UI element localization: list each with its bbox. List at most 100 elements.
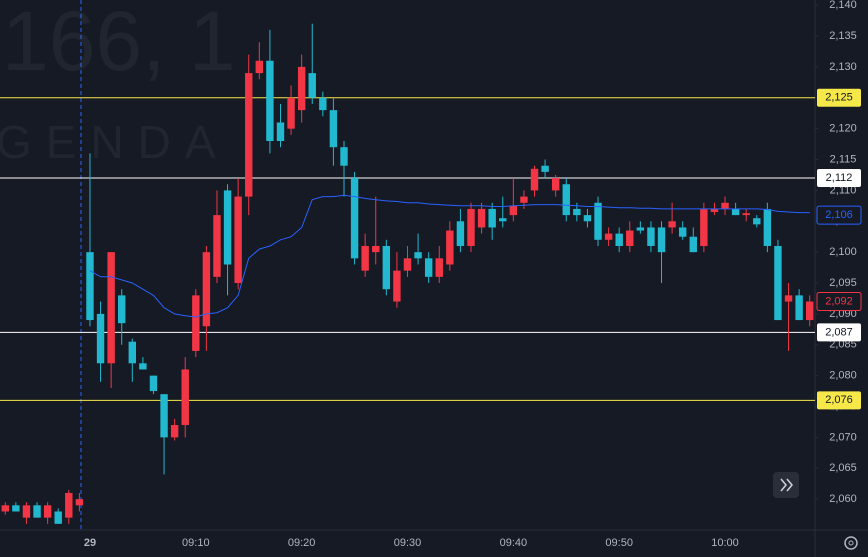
y-tick-label: 2,110 [830,184,857,196]
candle-body [626,230,634,246]
y-tick-label: 2,065 [829,462,857,474]
x-tick-label: 09:50 [605,537,633,549]
price-tag [816,205,862,225]
candle-body [657,227,666,253]
candle-body [403,258,412,271]
candle-body [65,492,73,518]
candle-body [96,313,105,364]
candle-body [255,60,264,74]
candle-body [297,66,306,111]
candle-body [636,227,645,231]
candle-body [75,499,84,506]
candle-body [223,190,232,265]
candle-body [234,196,242,284]
y-tick-label: 2,120 [829,123,857,135]
x-tick-label: 09:30 [394,537,422,549]
candle-body [86,252,94,321]
candle-body [245,73,253,197]
candle-body [615,233,623,246]
candle-body [435,258,443,277]
candle-body [276,122,285,142]
candle-body [107,252,115,364]
x-tick-label: 09:10 [182,537,210,549]
candle-body [22,505,31,518]
candle-body [721,202,729,209]
candle-body [139,363,147,370]
average-line [89,194,810,318]
candle-body [488,208,496,228]
price-tag-label: 2,092 [825,295,853,307]
candle-body [192,295,200,351]
candle-body [181,369,189,426]
price-tag [816,292,862,312]
candle-body [689,236,697,253]
price-tag-label: 2,106 [825,209,853,221]
y-tick-label: 2,085 [829,339,857,351]
candle-body [467,208,475,246]
x-tick-label: 10:00 [711,537,739,549]
candle-body [551,178,560,191]
candle-body [499,218,507,222]
candle-body [647,227,655,246]
candle-body [583,215,592,222]
candle-body [213,215,221,277]
x-tick-label: 09:40 [500,537,528,549]
candle-body [477,208,486,228]
level-tag [817,323,861,342]
watermark: GENDA [0,116,230,168]
candle-body [795,295,803,321]
candle-body [530,168,539,191]
candle-body [753,218,761,225]
y-tick-label: 2,130 [829,61,857,73]
candle-body [33,505,41,518]
y-tick-label: 2,100 [829,246,857,258]
candle-body [604,233,613,240]
x-tick-label: 09:20 [288,537,316,549]
candle-body [784,295,793,302]
scroll-right-icon [780,478,793,492]
y-tick-label: 2,140 [829,0,857,11]
candle-body [12,505,20,512]
candle-body [763,208,772,246]
level-tag-label: 2,087 [825,326,853,338]
candle-body [160,394,168,438]
candle-body [1,505,9,512]
candle-body [54,511,62,524]
settings-button[interactable] [844,536,858,550]
candle-body [573,208,581,216]
y-tick-label: 2,080 [829,370,857,382]
y-tick-label: 2,115 [830,153,857,165]
candle-body [149,375,158,392]
candle-body [509,205,518,216]
candle-body [266,60,274,142]
candle-body [710,208,719,213]
candle-body [43,505,52,518]
candle-body [678,227,687,237]
level-tag-label: 2,112 [826,172,853,184]
y-tick-label: 2,135 [829,30,857,42]
y-tick-label: 2,070 [829,431,857,443]
candle-body [700,208,708,246]
candle-body [340,147,348,166]
candle-body [308,73,316,98]
level-tag-label: 2,125 [825,92,853,104]
candle-body [806,301,814,321]
level-tag [817,88,861,107]
level-tag-label: 2,076 [825,394,853,406]
candle-body [329,110,338,148]
candle-body [731,208,740,216]
candle-body [118,295,126,324]
x-tick-label: 29 [84,537,96,549]
candle-body [520,196,528,203]
candle-body [382,245,391,290]
candle-body [128,341,137,364]
candle-body [562,184,570,216]
candle-body [541,165,549,172]
candle-body [361,245,369,271]
candle-body [414,252,422,259]
y-tick-label: 2,095 [829,277,857,289]
candle-body [742,213,750,216]
level-tag [817,169,861,188]
